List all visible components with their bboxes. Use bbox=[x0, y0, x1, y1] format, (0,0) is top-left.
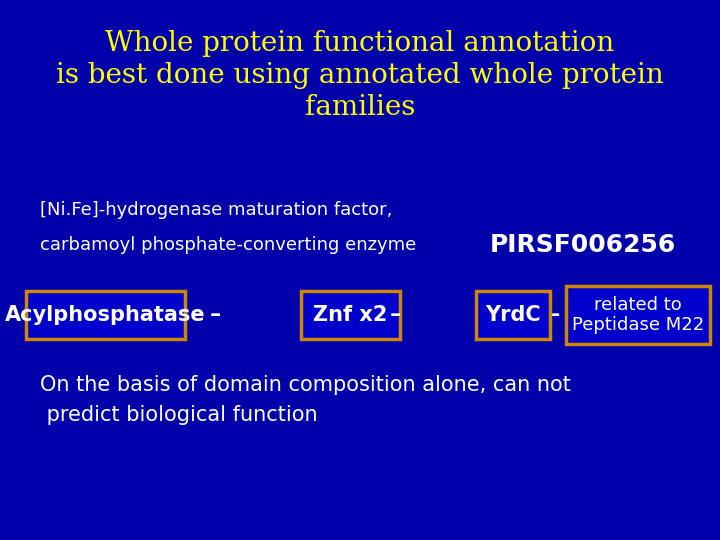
FancyBboxPatch shape bbox=[476, 291, 550, 339]
Text: families: families bbox=[305, 94, 415, 121]
Text: –: – bbox=[210, 305, 220, 325]
Text: related to
Peptidase M22: related to Peptidase M22 bbox=[572, 295, 704, 334]
Text: Whole protein functional annotation: Whole protein functional annotation bbox=[105, 30, 615, 57]
FancyBboxPatch shape bbox=[26, 291, 185, 339]
Text: On the basis of domain composition alone, can not: On the basis of domain composition alone… bbox=[40, 375, 571, 395]
Text: -: - bbox=[550, 305, 559, 325]
Text: is best done using annotated whole protein: is best done using annotated whole prote… bbox=[56, 62, 664, 89]
Text: PIRSF006256: PIRSF006256 bbox=[490, 233, 676, 257]
Text: carbamoyl phosphate-converting enzyme: carbamoyl phosphate-converting enzyme bbox=[40, 236, 416, 254]
FancyBboxPatch shape bbox=[566, 286, 710, 344]
Text: [Ni.Fe]-hydrogenase maturation factor,: [Ni.Fe]-hydrogenase maturation factor, bbox=[40, 201, 392, 219]
Text: predict biological function: predict biological function bbox=[40, 405, 318, 425]
Text: YrdC: YrdC bbox=[485, 305, 541, 325]
FancyBboxPatch shape bbox=[301, 291, 400, 339]
Text: Znf x2: Znf x2 bbox=[313, 305, 387, 325]
Text: –: – bbox=[390, 305, 400, 325]
Text: Acylphosphatase: Acylphosphatase bbox=[5, 305, 206, 325]
